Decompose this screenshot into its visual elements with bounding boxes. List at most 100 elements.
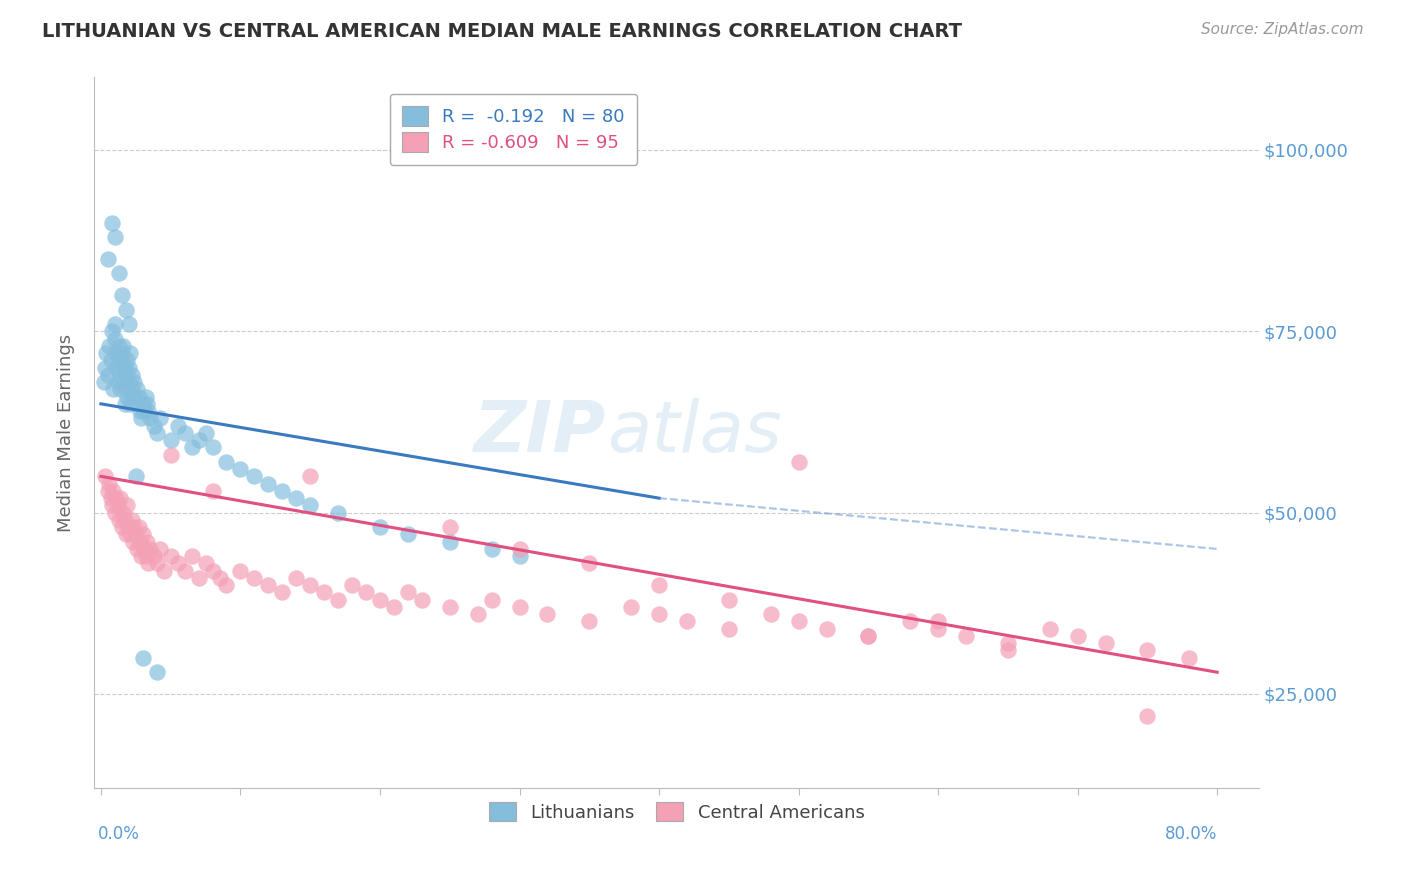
- Text: LITHUANIAN VS CENTRAL AMERICAN MEDIAN MALE EARNINGS CORRELATION CHART: LITHUANIAN VS CENTRAL AMERICAN MEDIAN MA…: [42, 22, 962, 41]
- Point: [124, 375, 146, 389]
- Point: [105, 491, 128, 505]
- Point: [243, 469, 266, 483]
- Point: [100, 353, 122, 368]
- Point: [173, 425, 195, 440]
- Point: [1136, 708, 1159, 723]
- Point: [676, 615, 699, 629]
- Point: [110, 382, 132, 396]
- Point: [815, 622, 838, 636]
- Point: [93, 375, 115, 389]
- Point: [118, 317, 141, 331]
- Point: [101, 499, 124, 513]
- Point: [759, 607, 782, 622]
- Point: [124, 520, 146, 534]
- Point: [122, 534, 145, 549]
- Point: [104, 506, 127, 520]
- Point: [439, 534, 461, 549]
- Point: [229, 564, 252, 578]
- Point: [997, 636, 1019, 650]
- Point: [101, 324, 124, 338]
- Point: [120, 527, 142, 541]
- Point: [326, 506, 349, 520]
- Point: [411, 592, 433, 607]
- Point: [187, 571, 209, 585]
- Point: [257, 578, 280, 592]
- Point: [898, 615, 921, 629]
- Point: [111, 346, 134, 360]
- Point: [173, 564, 195, 578]
- Point: [955, 629, 977, 643]
- Point: [467, 607, 489, 622]
- Point: [110, 353, 132, 368]
- Point: [1094, 636, 1116, 650]
- Point: [136, 534, 159, 549]
- Text: atlas: atlas: [606, 399, 782, 467]
- Point: [104, 317, 127, 331]
- Point: [114, 360, 136, 375]
- Point: [201, 441, 224, 455]
- Point: [138, 557, 160, 571]
- Point: [285, 491, 308, 505]
- Point: [201, 564, 224, 578]
- Point: [152, 564, 174, 578]
- Point: [215, 455, 238, 469]
- Point: [135, 390, 157, 404]
- Point: [108, 266, 131, 280]
- Point: [166, 557, 188, 571]
- Point: [100, 491, 122, 505]
- Point: [112, 375, 135, 389]
- Point: [299, 578, 322, 592]
- Point: [201, 483, 224, 498]
- Point: [648, 578, 671, 592]
- Point: [98, 476, 121, 491]
- Point: [314, 585, 336, 599]
- Point: [94, 469, 117, 483]
- Point: [145, 425, 167, 440]
- Point: [122, 390, 145, 404]
- Point: [125, 527, 148, 541]
- Point: [257, 476, 280, 491]
- Point: [114, 397, 136, 411]
- Text: ZIP: ZIP: [474, 399, 606, 467]
- Point: [340, 578, 363, 592]
- Point: [139, 411, 162, 425]
- Point: [107, 375, 129, 389]
- Point: [159, 448, 181, 462]
- Point: [114, 513, 136, 527]
- Point: [110, 491, 132, 505]
- Point: [142, 549, 165, 564]
- Point: [1066, 629, 1088, 643]
- Point: [368, 520, 391, 534]
- Point: [112, 339, 135, 353]
- Point: [194, 557, 217, 571]
- Point: [129, 404, 152, 418]
- Point: [118, 375, 141, 389]
- Point: [138, 404, 160, 418]
- Point: [326, 592, 349, 607]
- Point: [145, 557, 167, 571]
- Point: [129, 534, 152, 549]
- Point: [927, 622, 949, 636]
- Point: [121, 368, 143, 382]
- Point: [128, 390, 150, 404]
- Point: [134, 404, 156, 418]
- Point: [104, 332, 127, 346]
- Point: [787, 615, 810, 629]
- Point: [117, 390, 139, 404]
- Point: [481, 592, 503, 607]
- Point: [108, 339, 131, 353]
- Point: [131, 549, 153, 564]
- Point: [103, 382, 125, 396]
- Point: [717, 622, 740, 636]
- Point: [299, 469, 322, 483]
- Point: [134, 541, 156, 556]
- Point: [98, 339, 121, 353]
- Point: [194, 425, 217, 440]
- Point: [125, 469, 148, 483]
- Text: 80.0%: 80.0%: [1164, 824, 1218, 843]
- Point: [132, 650, 155, 665]
- Point: [111, 520, 134, 534]
- Point: [125, 397, 148, 411]
- Point: [1178, 650, 1201, 665]
- Point: [97, 252, 120, 266]
